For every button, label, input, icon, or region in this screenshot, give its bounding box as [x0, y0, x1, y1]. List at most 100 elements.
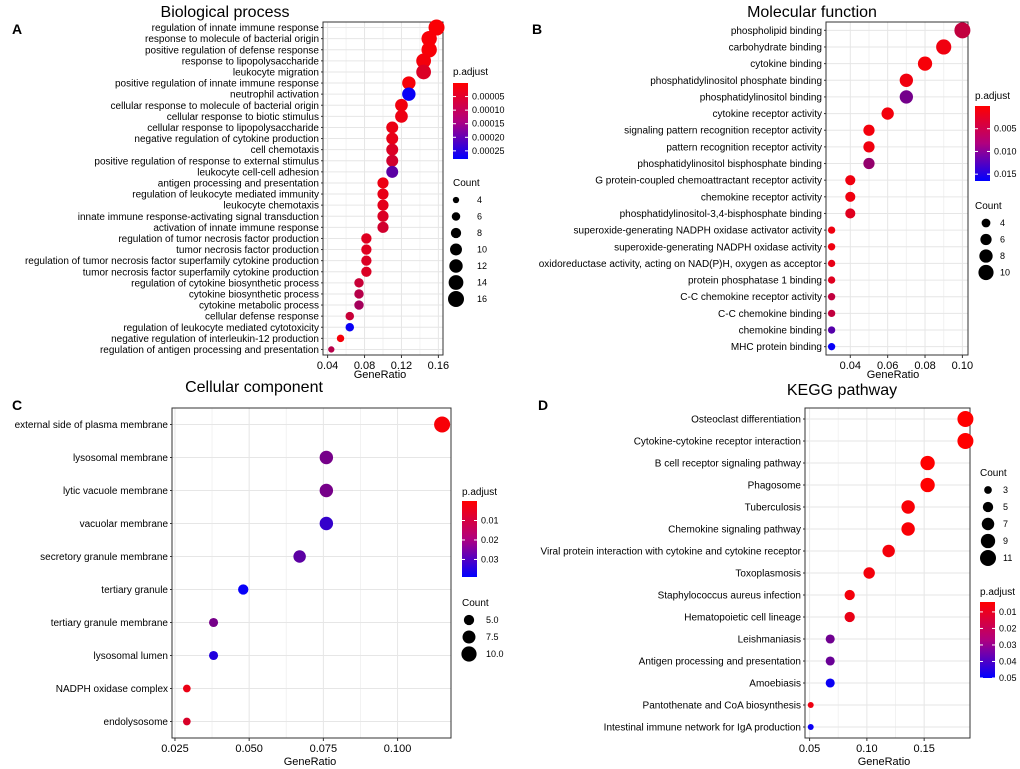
y-category-label: regulation of antigen processing and pre…	[100, 345, 319, 356]
data-point	[827, 326, 836, 334]
y-category-label: Antigen processing and presentation	[639, 657, 801, 668]
y-category-label: response to lipopolysaccharide	[182, 56, 320, 67]
data-point	[328, 346, 335, 353]
data-point	[863, 124, 875, 136]
data-point	[377, 221, 389, 233]
color-bar	[462, 501, 477, 577]
data-point	[183, 684, 191, 693]
x-tick-label: 0.10	[952, 360, 973, 372]
panel-molecular-function: B Molecular function GeneRatio 0.04 0.06 0…	[532, 4, 1017, 381]
y-category-label: response to molecule of bacterial origin	[145, 34, 319, 45]
color-bar-label: 0.02	[999, 623, 1017, 633]
size-legend-label: 7	[1003, 519, 1008, 529]
y-category-label: lysosomal lumen	[94, 651, 168, 662]
y-category-label: negative regulation of interleukin-12 pr…	[111, 334, 319, 345]
y-category-label: lysosomal membrane	[73, 453, 168, 464]
size-legend-dot	[452, 196, 460, 204]
data-point	[361, 244, 372, 255]
data-point	[825, 634, 835, 644]
y-category-label: Tuberculosis	[745, 503, 801, 514]
y-category-label: Staphylococcus aureus infection	[658, 591, 801, 602]
size-legend-label: 12	[477, 261, 487, 271]
y-category-label: cytokine binding	[750, 59, 822, 70]
size-legend-title: Count	[453, 178, 480, 189]
panel-cellular-component: C Cellular component GeneRatio 0.025 0.05…	[12, 379, 504, 768]
y-category-label: innate immune response-activating signal…	[78, 212, 319, 223]
data-point	[825, 678, 835, 688]
data-point	[336, 334, 345, 343]
x-tick-label: 0.100	[384, 743, 412, 755]
color-bar-label: 0.01	[999, 607, 1017, 617]
y-category-label: phosphatidylinositol binding	[700, 92, 822, 103]
x-axis-ticks: 0.05 0.10 0.15	[799, 738, 935, 755]
data-point	[361, 255, 372, 266]
data-point	[844, 611, 855, 623]
size-legend-label: 6	[1000, 235, 1005, 245]
grid-lines	[826, 22, 968, 355]
size-legend-label: 10.0	[486, 649, 504, 659]
size-legend-label: 6	[477, 212, 482, 222]
size-legend-title: Count	[975, 201, 1002, 212]
y-category-label: oxidoreductase activity, acting on NAD(P…	[539, 259, 823, 270]
color-bar-label: 0.005	[994, 124, 1017, 134]
y-category-label: cytokine biosynthetic process	[189, 289, 319, 300]
y-category-label: cellular response to biotic stimulus	[167, 112, 319, 123]
data-point	[844, 589, 855, 601]
data-point	[386, 121, 399, 134]
x-tick-label: 0.08	[354, 360, 375, 372]
y-category-label: tumor necrosis factor superfamily cytoki…	[83, 267, 319, 278]
data-point	[421, 30, 437, 47]
color-bar-label: 0.00010	[472, 105, 505, 115]
color-bar	[980, 602, 995, 678]
panel-title: Biological process	[161, 4, 290, 21]
color-bar-label: 0.00025	[472, 146, 505, 156]
x-tick-label: 0.06	[877, 360, 898, 372]
data-point	[319, 483, 334, 498]
data-point	[238, 584, 249, 595]
y-category-label: carbohydrate binding	[729, 42, 822, 53]
color-legend-title: p.adjust	[980, 587, 1015, 598]
color-bar-label: 0.00015	[472, 119, 505, 129]
data-point	[957, 433, 974, 449]
y-category-label: Phagosome	[748, 481, 802, 492]
data-point	[395, 98, 408, 112]
panel-letter: C	[12, 397, 22, 413]
size-legend-dot	[451, 212, 461, 221]
y-category-label: regulation of tumor necrosis factor supe…	[25, 256, 319, 267]
y-category-label: Chemokine signaling pathway	[668, 525, 801, 536]
size-legend-label: 11	[1003, 553, 1012, 563]
panel-kegg-pathway: D KEGG pathway GeneRatio 0.05 0.10 0.15 Os…	[538, 382, 1017, 768]
data-point	[899, 90, 914, 104]
y-category-label: regulation of innate immune response	[152, 23, 320, 34]
data-point	[354, 289, 364, 299]
y-category-label: activation of innate immune response	[153, 223, 319, 234]
data-point	[402, 87, 416, 101]
color-bar-label: 0.03	[999, 640, 1017, 650]
y-category-label: Toxoplasmosis	[735, 569, 801, 580]
y-category-label: protein phosphatase 1 binding	[688, 276, 822, 287]
grid-lines	[805, 408, 970, 738]
size-legend-label: 7.5	[486, 632, 499, 642]
size-legend-label: 4	[477, 195, 482, 205]
x-axis-label: GeneRatio	[858, 756, 911, 768]
y-category-label: phosphatidylinositol-3,4-bisphosphate bi…	[620, 209, 822, 220]
data-point	[386, 165, 399, 178]
data-point	[209, 617, 219, 628]
size-legend-label: 9	[1003, 536, 1008, 546]
y-category-label: Hematopoietic cell lineage	[684, 613, 801, 624]
plot-frame	[825, 21, 969, 356]
size-legend-label: 14	[477, 278, 487, 288]
size-legend-dot	[982, 501, 994, 513]
color-bar-label: 0.010	[994, 146, 1017, 156]
size-legend-dot	[449, 259, 463, 273]
data-point	[827, 276, 836, 284]
data-point	[881, 107, 894, 120]
y-category-label: cytokine metabolic process	[199, 301, 319, 312]
x-tick-label: 0.075	[310, 743, 338, 755]
size-legend-dot	[979, 249, 993, 263]
data-point	[827, 243, 836, 251]
color-legend-title: p.adjust	[453, 67, 488, 78]
data-point	[345, 323, 355, 332]
y-category-label: phosphatidylinositol phosphate binding	[650, 76, 822, 87]
x-axis-ticks: 0.04 0.08 0.12 0.16	[317, 355, 449, 372]
